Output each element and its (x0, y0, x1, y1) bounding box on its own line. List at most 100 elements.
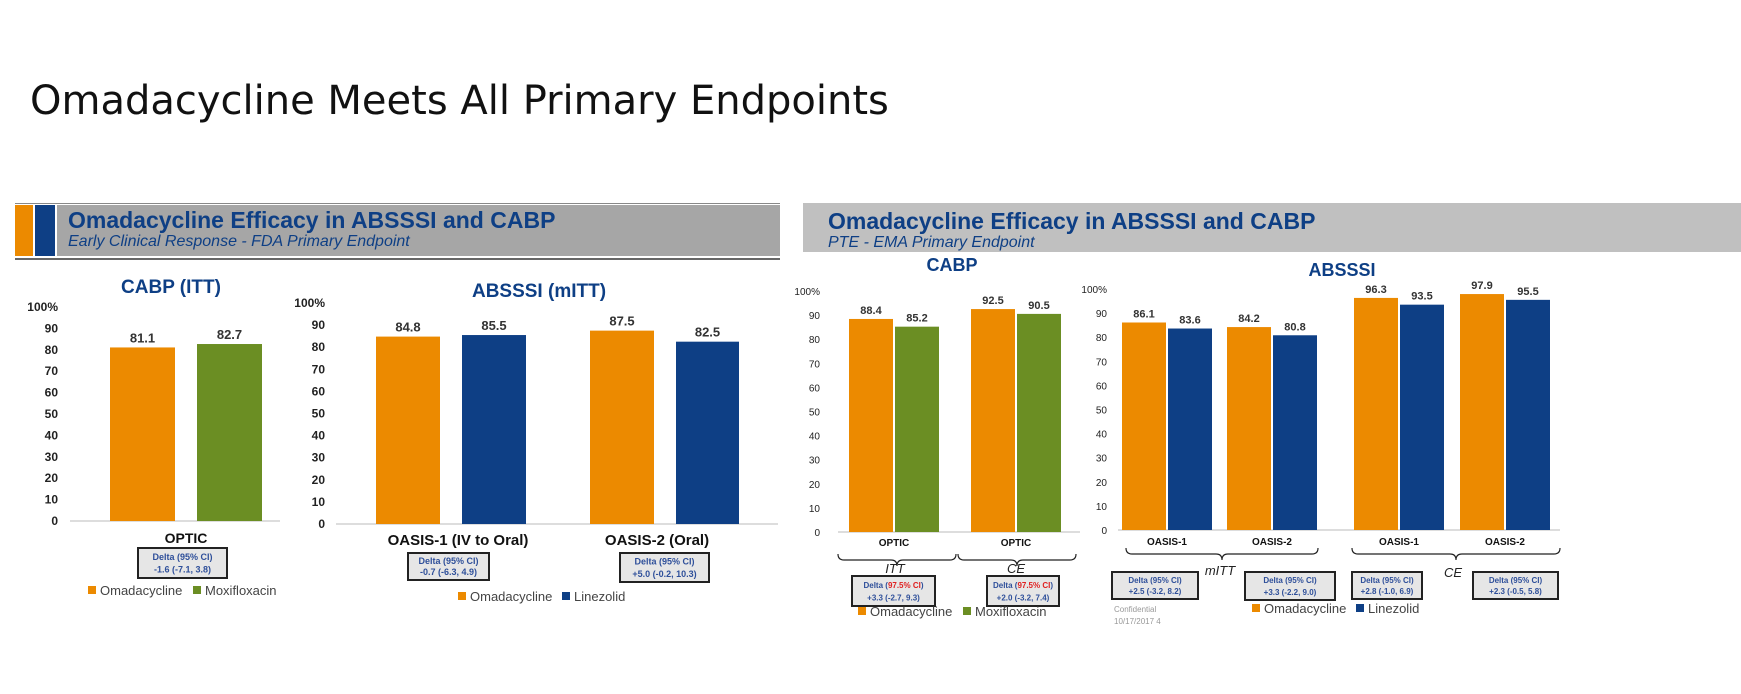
delta-box (986, 575, 1060, 607)
category-label: OASIS-2 (Oral) (605, 532, 709, 549)
legend-label: Omadacycline (870, 604, 952, 619)
y-tick-label: 0 (1101, 526, 1107, 537)
delta-value: +5.0 (-0.2, 10.3) (632, 569, 696, 579)
bar-omadacycline (1122, 322, 1166, 530)
y-tick-label: 30 (809, 456, 821, 467)
category-label: OASIS-1 (1147, 537, 1187, 548)
y-tick-label: 30 (312, 451, 326, 465)
y-tick-label: 10 (1096, 502, 1108, 513)
data-label: 81.1 (130, 330, 155, 345)
y-tick-label: 90 (809, 311, 821, 322)
category-label: OASIS-1 (IV to Oral) (388, 532, 529, 549)
delta-label: Delta (95% CI) (152, 552, 212, 562)
y-tick-label: 90 (45, 321, 59, 335)
bar-omadacycline (971, 309, 1015, 532)
y-tick-label: 20 (45, 471, 59, 485)
group-label: CE (1444, 565, 1462, 580)
data-label: 96.3 (1365, 284, 1386, 296)
y-tick-label: 60 (1096, 381, 1108, 392)
delta-label: Delta (97.5% CI) (863, 581, 923, 590)
data-label: 86.1 (1133, 308, 1154, 320)
y-tick-label: 0 (51, 514, 58, 528)
legend-label: Linezolid (1368, 601, 1419, 616)
delta-value: +3.3 (-2.2, 9.0) (1264, 588, 1317, 597)
y-tick-label: 90 (1096, 309, 1108, 320)
category-label: OPTIC (1001, 538, 1032, 549)
data-label: 85.2 (906, 313, 927, 325)
data-label: 92.5 (982, 295, 1003, 307)
y-tick-label: 90 (312, 318, 326, 332)
bar-omadacycline (1460, 294, 1504, 530)
y-tick-label: 40 (45, 428, 59, 442)
data-label: 84.8 (395, 320, 420, 335)
delta-value: -1.6 (-7.1, 3.8) (154, 565, 211, 575)
category-label: OPTIC (879, 538, 910, 549)
legend-swatch (1252, 604, 1260, 612)
y-tick-label: 50 (1096, 406, 1108, 417)
data-label: 90.5 (1028, 300, 1049, 312)
y-tick-label: 60 (312, 384, 326, 398)
category-label: OASIS-2 (1252, 537, 1292, 548)
group-label: CE (1007, 561, 1025, 576)
delta-value: -0.7 (-6.3, 4.9) (420, 567, 477, 577)
y-tick-label: 70 (45, 364, 59, 378)
y-tick-label: 100% (1081, 285, 1107, 296)
delta-value: +2.5 (-3.2, 8.2) (1129, 587, 1182, 596)
bar-linezolid (1506, 299, 1550, 530)
legend-label: Moxifloxacin (975, 604, 1047, 619)
left-panel: Omadacycline Efficacy in ABSSSI and CABP… (15, 203, 780, 633)
y-tick-label: 10 (45, 493, 59, 507)
bar-omadacycline (849, 318, 893, 532)
header-title: Omadacycline Efficacy in ABSSSI and CABP (68, 207, 556, 233)
data-label: 88.4 (860, 305, 882, 317)
y-tick-label: 40 (809, 432, 821, 443)
legend-swatch (1356, 604, 1364, 612)
y-tick-label: 60 (45, 386, 59, 400)
header-bottom-rule (15, 258, 780, 260)
y-tick-label: 100% (27, 300, 58, 314)
right-panel: Omadacycline Efficacy in ABSSSI and CABP… (803, 203, 1741, 263)
delta-value: +3.3 (-2.7, 9.3) (867, 594, 920, 603)
legend-swatch (858, 607, 866, 615)
delta-label: Delta (95% CI) (1360, 576, 1414, 585)
slide-title: Omadacycline Meets All Primary Endpoints (30, 78, 889, 124)
footer-date: 10/17/2017 4 (1114, 617, 1161, 626)
data-label: 82.5 (695, 325, 720, 340)
group-label: ITT (885, 561, 906, 576)
group-brace (1351, 547, 1561, 561)
delta-label: Delta (95% CI) (1263, 576, 1317, 585)
bar-omadacycline (1354, 297, 1398, 530)
chart-title: ABSSSI (mITT) (472, 281, 606, 302)
legend-label: Moxifloxacin (205, 583, 277, 598)
y-tick-label: 10 (809, 504, 821, 515)
delta-box (1351, 571, 1423, 600)
legend-swatch (562, 592, 570, 600)
y-tick-label: 60 (809, 383, 821, 394)
bar-linezolid (1273, 335, 1317, 530)
delta-box (1244, 571, 1336, 601)
legend-label: Omadacycline (1264, 601, 1346, 616)
right-header-subtitle: PTE - EMA Primary Endpoint (828, 234, 1035, 251)
group-brace (1125, 547, 1319, 561)
data-label: 83.6 (1179, 315, 1200, 327)
y-tick-label: 50 (312, 407, 326, 421)
category-label: OASIS-2 (1485, 537, 1525, 548)
y-tick-label: 20 (1096, 478, 1108, 489)
y-tick-label: 100% (794, 287, 820, 298)
bar-omadacycline (1227, 327, 1271, 530)
delta-label: Delta (97.5% CI) (993, 581, 1053, 590)
y-tick-label: 40 (312, 429, 326, 443)
data-label: 87.5 (609, 314, 634, 329)
category-label: OPTIC (165, 530, 208, 546)
delta-box (1111, 571, 1199, 600)
delta-label: Delta (95% CI) (1489, 576, 1543, 585)
y-tick-label: 0 (318, 517, 325, 531)
y-tick-label: 30 (45, 450, 59, 464)
bar-moxifloxacin (895, 326, 939, 532)
legend-label: Omadacycline (100, 583, 182, 598)
y-tick-label: 10 (312, 495, 326, 509)
y-tick-label: 70 (312, 362, 326, 376)
y-tick-label: 80 (809, 335, 821, 346)
data-label: 80.8 (1284, 321, 1305, 333)
delta-label: Delta (95% CI) (634, 557, 694, 567)
